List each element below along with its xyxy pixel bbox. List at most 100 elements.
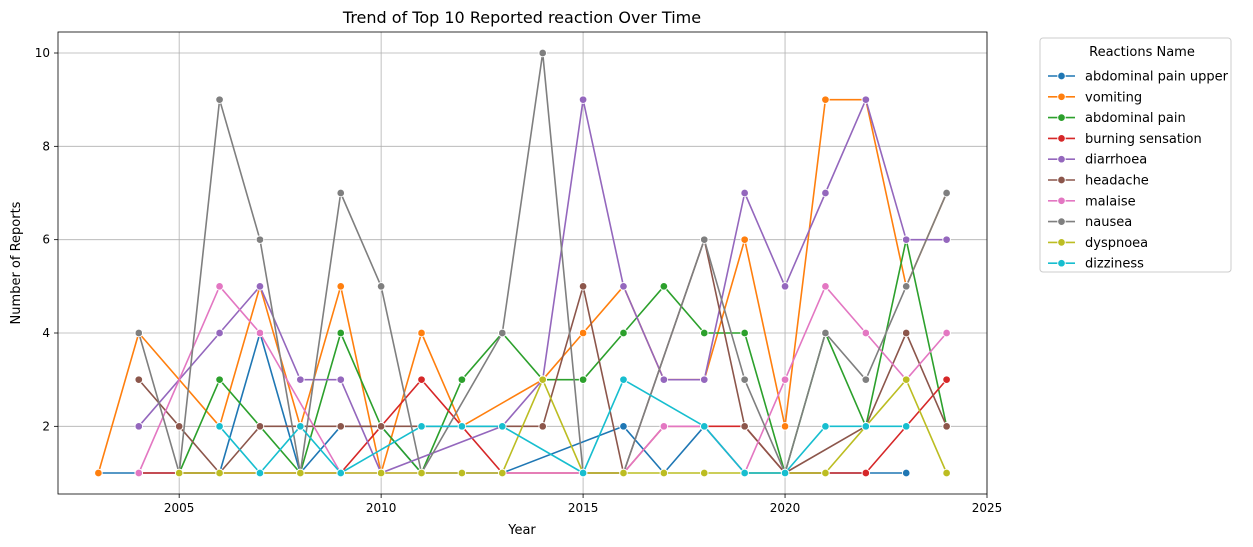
legend: Reactions Name abdominal pain upper vomit… xyxy=(1039,37,1232,273)
data-point xyxy=(901,375,911,384)
data-point xyxy=(700,235,709,244)
data-point xyxy=(578,468,588,478)
legend-marker xyxy=(1057,92,1066,102)
legend-label: vomiting xyxy=(1085,90,1142,105)
data-point xyxy=(336,282,345,291)
data-point xyxy=(538,48,547,58)
data-point xyxy=(700,375,709,384)
chart-title: Trend of Top 10 Reported reaction Over T… xyxy=(342,8,701,27)
data-point xyxy=(296,468,305,478)
data-point xyxy=(659,282,669,291)
series-line-dyspnoea xyxy=(179,378,948,474)
data-point xyxy=(336,188,345,198)
data-point xyxy=(942,235,951,244)
data-point xyxy=(942,328,951,338)
data-point xyxy=(821,468,830,478)
legend-marker xyxy=(1057,154,1066,164)
data-point xyxy=(700,468,709,478)
data-point xyxy=(740,235,749,244)
y-tick-label: 8 xyxy=(42,139,50,153)
x-tick-label: 2025 xyxy=(972,501,1003,515)
data-point xyxy=(740,328,749,338)
y-tick-label: 10 xyxy=(35,46,50,60)
x-tick-label: 2020 xyxy=(770,501,801,515)
legend-marker xyxy=(1057,258,1066,268)
series-line-headache xyxy=(138,238,948,474)
data-point xyxy=(538,422,547,431)
legend-marker xyxy=(1057,238,1066,247)
legend-label: dyspnoea xyxy=(1085,236,1148,251)
data-point xyxy=(821,188,830,198)
data-point xyxy=(901,235,911,244)
data-point xyxy=(457,375,467,384)
data-point xyxy=(861,468,871,478)
legend-label: diarrhoea xyxy=(1085,153,1147,168)
legend-marker xyxy=(1057,217,1066,226)
data-point xyxy=(215,282,224,291)
y-tick-label: 2 xyxy=(42,419,50,433)
x-tick-label: 2015 xyxy=(568,501,599,515)
data-point xyxy=(296,422,305,431)
series-headache xyxy=(134,235,951,478)
data-point xyxy=(619,422,628,431)
data-point xyxy=(417,422,426,431)
data-point xyxy=(901,328,911,338)
legend-item-diarrhoea: diarrhoea xyxy=(1048,153,1147,168)
series-group xyxy=(94,48,951,478)
legend-item-vomiting: vomiting xyxy=(1048,90,1142,105)
data-point xyxy=(861,95,871,104)
legend-marker xyxy=(1057,175,1066,185)
data-point xyxy=(619,375,628,384)
data-point xyxy=(780,282,790,291)
data-point xyxy=(619,328,628,338)
series-line-vomiting xyxy=(97,98,948,474)
data-point xyxy=(417,328,426,338)
data-point xyxy=(457,422,467,431)
data-point xyxy=(498,468,507,478)
legend-item-nausea: nausea xyxy=(1048,215,1132,230)
series-line-diarrhoea xyxy=(138,98,947,474)
legend-item-dizziness: dizziness xyxy=(1048,257,1144,272)
data-point xyxy=(619,468,628,478)
data-point xyxy=(861,328,871,338)
data-point xyxy=(417,468,426,478)
legend-frame xyxy=(1039,37,1232,273)
data-point xyxy=(376,468,386,478)
data-point xyxy=(740,422,749,431)
data-point xyxy=(134,375,144,384)
legend-item-dyspnoea: dyspnoea xyxy=(1048,236,1148,251)
data-point xyxy=(336,422,345,431)
data-point xyxy=(336,328,345,338)
data-point xyxy=(780,375,790,384)
legend-label: burning sensation xyxy=(1085,132,1202,147)
data-point xyxy=(174,468,184,478)
data-point xyxy=(659,375,669,384)
data-point xyxy=(700,328,709,338)
legend-label: abdominal pain xyxy=(1085,111,1186,126)
data-point xyxy=(942,468,951,478)
legend-title: Reactions Name xyxy=(1089,45,1195,60)
data-point xyxy=(901,468,911,478)
y-axis: 2 4 6 8 10 xyxy=(35,46,58,433)
data-point xyxy=(619,282,628,291)
data-point xyxy=(740,375,749,384)
legend-item-abdominal-pain: abdominal pain xyxy=(1048,111,1186,126)
data-point xyxy=(215,468,224,478)
legend-marker xyxy=(1057,113,1066,122)
legend-item-burning-sensation: burning sensation xyxy=(1048,132,1202,147)
x-axis-title: Year xyxy=(507,523,536,538)
data-point xyxy=(215,95,224,104)
data-point xyxy=(255,328,265,338)
data-point xyxy=(174,422,184,431)
series-line-nausea xyxy=(138,52,948,474)
legend-label: abdominal pain upper xyxy=(1085,70,1229,85)
data-point xyxy=(215,328,224,338)
data-point xyxy=(659,468,669,478)
plot-frame xyxy=(57,31,988,495)
x-axis: 2005 2010 2015 2020 2025 xyxy=(164,494,1002,515)
y-axis-title: Number of Reports xyxy=(9,201,24,324)
data-point xyxy=(821,95,830,104)
data-point xyxy=(821,282,830,291)
data-point xyxy=(94,468,103,478)
data-point xyxy=(255,422,265,431)
